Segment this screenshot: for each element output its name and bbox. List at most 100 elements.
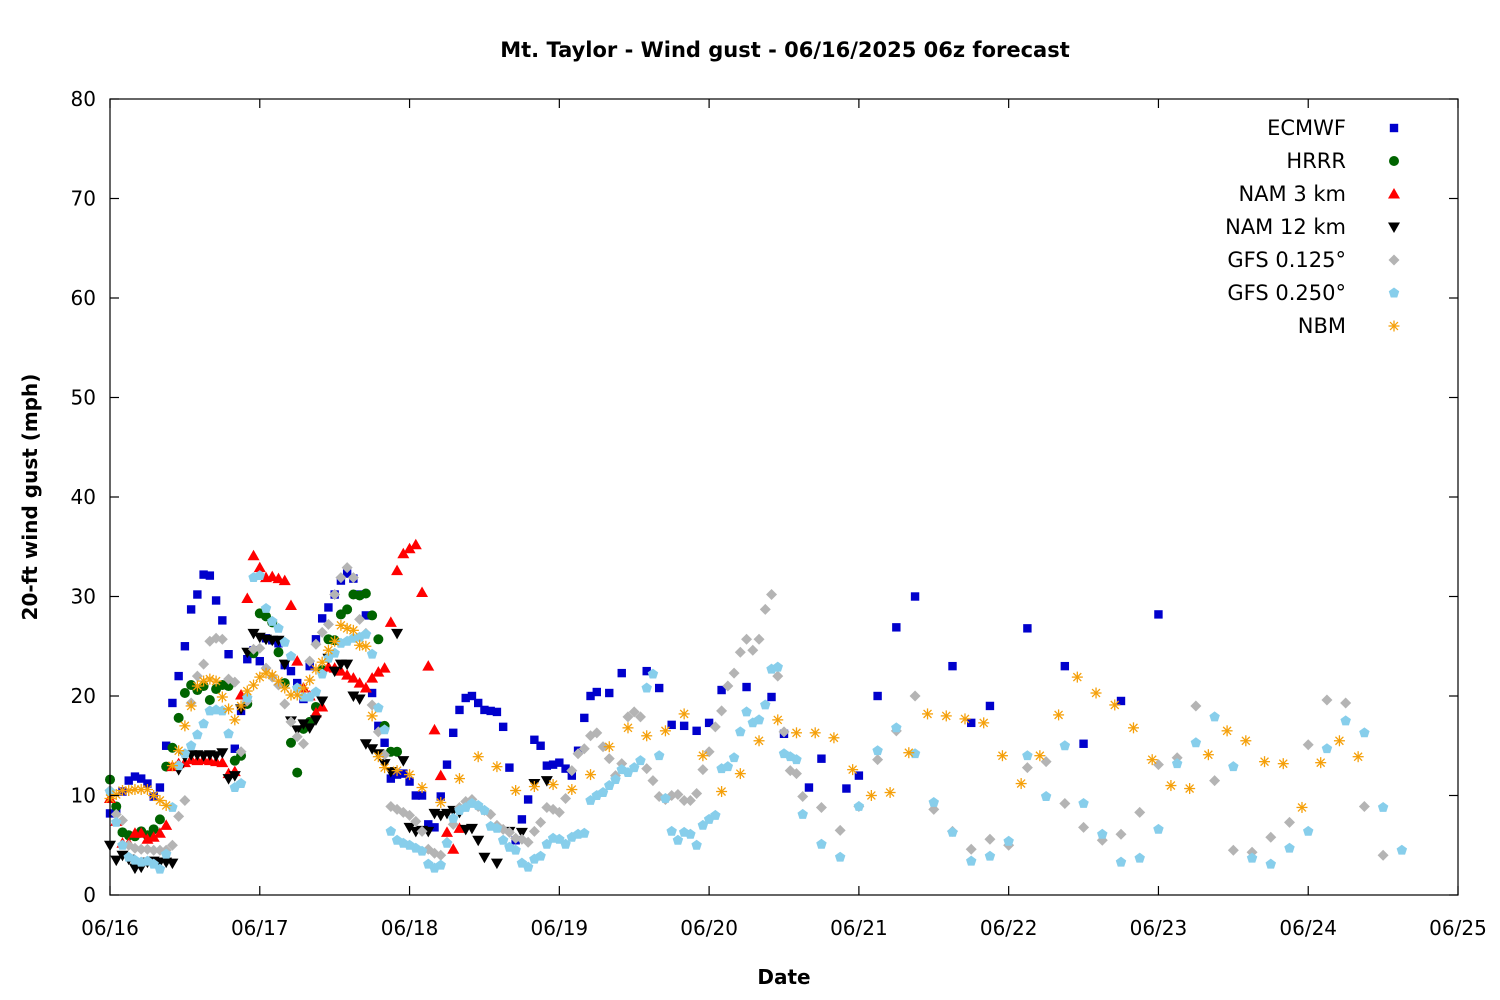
y-tick-label: 60 [71,286,96,310]
data-point-gfs-0-250 [1059,740,1071,751]
data-point-gfs-0-250 [760,699,771,710]
data-point-gfs-0-125 [535,816,547,828]
data-point-gfs-0-250 [435,859,446,870]
data-point-nbm [903,747,915,759]
data-point-ecmwf [580,713,589,723]
legend: ECMWF HRRR NAM 3 km NAM 12 km GFS 0.125° GFS … [1225,116,1400,338]
data-point-nbm [279,682,291,694]
data-point-gfs-0-125 [909,690,921,702]
data-point-nbm [1277,758,1289,770]
data-point-ecmwf [380,738,389,747]
data-point-nbm [166,760,178,772]
legend-marker-nbm [1388,320,1400,332]
data-point-gfs-0-125 [279,698,291,710]
data-point-nam-3-km [428,723,441,735]
data-point-nam-12-km [297,719,310,730]
data-point-nam-3-km [366,672,379,683]
data-point-gfs-0-250 [522,861,534,872]
data-point-nam-12-km [166,858,179,870]
data-point-gfs-0-250 [148,858,159,869]
data-point-nbm [291,689,303,701]
data-point-gfs-0-125 [322,618,334,630]
data-point-nbm [828,732,840,744]
data-point-nbm [1296,801,1308,813]
data-point-gfs-0-125 [603,753,615,765]
data-point-nbm [154,794,166,806]
data-point-ecmwf [405,777,414,786]
data-point-ecmwf [1060,661,1070,671]
data-point-gfs-0-125 [984,833,996,845]
data-point-gfs-0-250 [491,822,503,833]
data-point-nam-12-km [278,659,291,671]
data-point-ecmwf [324,603,333,612]
data-point-gfs-0-125 [229,676,241,688]
data-point-gfs-0-250 [1078,797,1089,808]
data-point-nam-3-km [347,672,360,683]
data-point-nbm [1127,722,1139,734]
data-point-gfs-0-250 [510,844,521,855]
data-point-gfs-0-250 [816,838,827,849]
data-point-gfs-0-250 [1115,856,1127,867]
data-point-nbm [772,714,784,726]
data-point-gfs-0-250 [254,570,266,581]
data-point-nbm [1184,783,1196,795]
data-point-ecmwf [417,791,427,800]
data-point-nam-3-km [291,655,304,666]
data-point-gfs-0-250 [497,834,509,845]
data-point-nbm [316,656,328,668]
data-point-nbm [1015,778,1027,790]
data-point-nbm [1333,735,1345,747]
data-point-gfs-0-250 [535,850,546,861]
data-point-ecmwf [424,820,433,829]
y-tick-label: 80 [71,87,96,111]
data-point-ecmwf [374,721,383,731]
data-point-nbm [210,675,222,687]
data-point-gfs-0-125 [173,810,185,822]
data-point-gfs-0-250 [653,750,665,761]
data-point-ecmwf [498,722,508,732]
data-point-gfs-0-125 [148,844,160,856]
data-point-nam-12-km [309,715,322,726]
x-tick-label: 06/22 [980,916,1038,940]
data-point-gfs-0-125 [1078,821,1090,833]
data-point-ecmwf [817,754,826,763]
axes: 06/16 06/17 06/18 06/19 06/20 06/21 06/22 06/23… [71,87,1487,940]
data-point-nbm [160,799,172,811]
data-point-nbm [453,773,465,785]
data-point-hrrr [367,610,378,621]
data-point-nbm [235,700,247,712]
data-point-gfs-0-125 [1021,762,1033,774]
data-point-nbm [585,769,597,781]
data-point-nbm [1109,699,1121,711]
data-point-gfs-0-125 [872,754,884,766]
data-point-nbm [223,703,235,715]
data-point-nam-3-km [359,682,372,693]
data-point-gfs-0-250 [834,851,846,862]
data-point-ecmwf [480,705,489,715]
data-point-ecmwf [523,795,533,804]
data-point-gfs-0-125 [191,670,203,682]
data-point-hrrr [392,746,403,757]
legend-marker-gfs-0-125 [1388,254,1400,266]
data-point-nbm [191,680,203,692]
data-point-gfs-0-250 [479,804,490,815]
data-point-nbm [173,745,185,757]
data-point-nbm [603,741,615,753]
data-point-gfs-0-250 [1321,743,1333,754]
data-point-gfs-0-250 [672,834,684,845]
data-point-ecmwf [168,698,177,708]
data-point-nam-12-km [116,850,129,862]
data-point-nbm [322,644,334,656]
data-point-gfs-0-250 [192,729,203,740]
data-point-nbm [366,710,378,722]
data-point-gfs-0-250 [1209,711,1220,722]
data-point-nbm [659,725,671,737]
data-point-hrrr [342,604,353,615]
data-point-gfs-0-125 [528,825,540,837]
data-point-nbm [185,700,197,712]
data-point-gfs-0-125 [291,731,303,743]
data-point-nbm [1202,749,1214,761]
data-point-gfs-0-250 [1022,750,1033,761]
data-point-gfs-0-250 [111,816,122,827]
data-point-nbm [847,764,859,776]
